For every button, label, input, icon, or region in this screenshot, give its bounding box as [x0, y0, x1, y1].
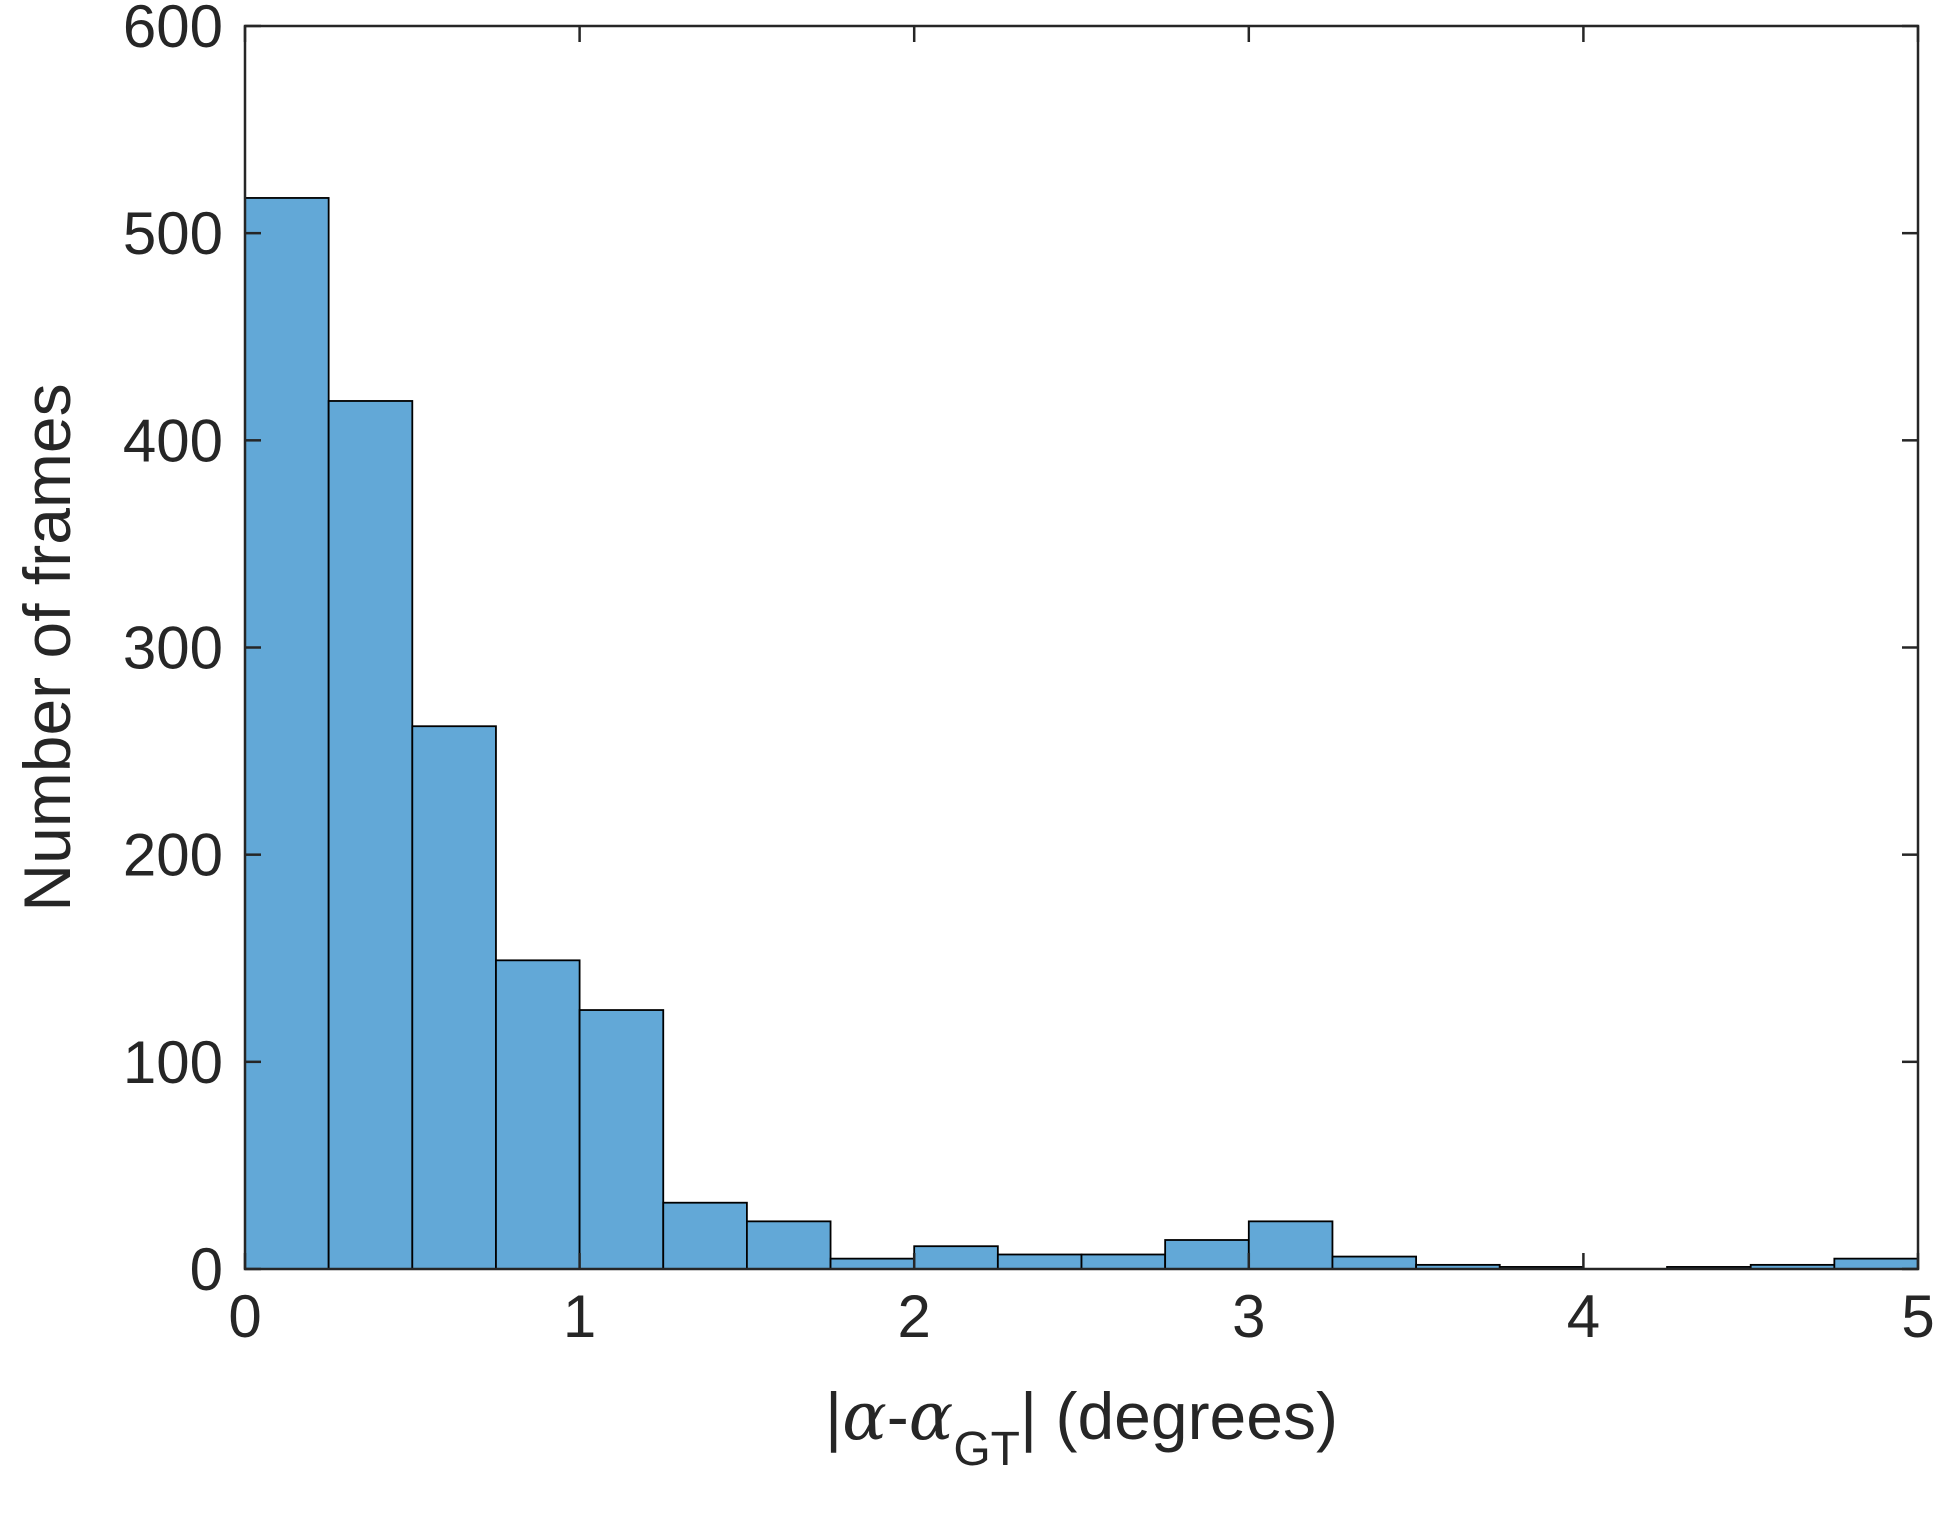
histogram-bar [662, 1201, 748, 1270]
histogram-bar [996, 1253, 1083, 1270]
y-tick-label: 400 [123, 407, 223, 474]
x-axis-label-minus: - [887, 1379, 909, 1453]
x-tick-labels: 0 1 2 3 4 5 [228, 1283, 1934, 1350]
histogram-bar [829, 1257, 916, 1270]
x-tick-label: 4 [1567, 1283, 1600, 1350]
histogram-bar [411, 725, 497, 1270]
x-tick-label: 0 [228, 1283, 261, 1350]
histogram-bar [1247, 1220, 1334, 1270]
histogram-bar [746, 1220, 832, 1270]
y-tick-label: 300 [123, 615, 223, 682]
histogram-bar [327, 400, 414, 1270]
x-tick-label: 1 [563, 1283, 596, 1350]
x-axis-label-alpha-gt: α [909, 1378, 954, 1455]
histogram-bar [495, 959, 581, 1270]
x-axis-label-alpha: α [842, 1378, 887, 1455]
y-tick-label: 0 [190, 1236, 223, 1303]
histogram-bar [913, 1245, 999, 1270]
x-tick-label: 5 [1901, 1283, 1934, 1350]
x-axis-label-suffix: (degrees) [1037, 1379, 1338, 1453]
y-tick-label: 100 [123, 1029, 223, 1096]
x-axis-label-bar-open: | [825, 1379, 842, 1453]
histogram-bar [244, 197, 330, 1270]
x-tick-label: 2 [898, 1283, 931, 1350]
histogram-bar [1331, 1255, 1417, 1270]
y-tick-label: 200 [123, 822, 223, 889]
x-axis-label-bar-close: | [1020, 1379, 1037, 1453]
y-tick-label: 600 [123, 0, 223, 60]
x-axis-label: |α-αGT| (degrees) [825, 1378, 1338, 1476]
histogram-bar [1080, 1253, 1167, 1270]
x-tick-label: 3 [1232, 1283, 1265, 1350]
histogram-bar [1833, 1257, 1919, 1270]
y-tick-labels: 0 100 200 300 400 500 600 [123, 0, 223, 1303]
axis-ticks [243, 24, 1920, 1271]
y-tick-label: 500 [123, 200, 223, 267]
x-axis-label-subscript: GT [953, 1423, 1020, 1476]
histogram-bars [244, 197, 1919, 1270]
histogram-bar [1164, 1239, 1250, 1270]
y-axis-label: Number of frames [10, 383, 84, 911]
histogram-bar [578, 1009, 665, 1270]
